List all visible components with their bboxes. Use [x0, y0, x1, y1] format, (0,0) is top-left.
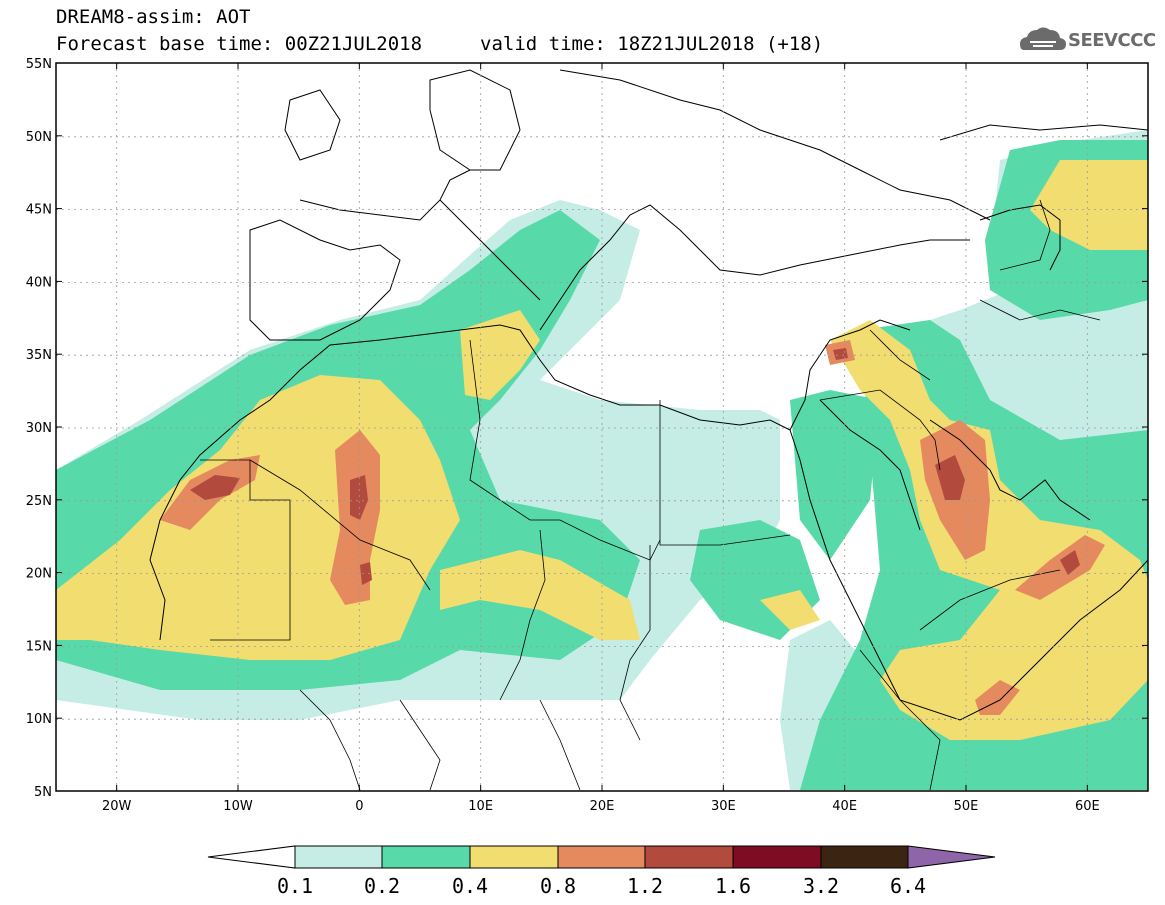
lat-label: 50N [26, 130, 52, 145]
colorbar-swatch-1 [294, 845, 383, 869]
colorbar-tick-label: 0.2 [364, 874, 400, 898]
axis-ticks [56, 62, 1148, 792]
lon-label: 20W [102, 799, 132, 814]
map-title: DREAM8-assim: AOT [56, 6, 251, 28]
colorbar-labels: 0.1 0.2 0.4 0.8 1.2 1.6 3.2 6.4 [277, 874, 926, 898]
lat-label: 10N [26, 712, 52, 727]
lat-label: 20N [26, 567, 52, 582]
lon-label: 60E [1075, 799, 1100, 814]
lon-label: 40E [832, 799, 857, 814]
latitude-labels: 55N 50N 45N 40N 35N 30N 25N 20N 15N 10N 5N [26, 57, 52, 800]
colorbar-swatch-3 [469, 845, 559, 869]
lon-label: 10E [468, 799, 493, 814]
lon-label: 30E [711, 799, 736, 814]
colorbar-tick-label: 0.1 [277, 874, 313, 898]
lat-label: 30N [26, 421, 52, 436]
grid-lines [56, 63, 1148, 791]
forecast-base-time: Forecast base time: 00Z21JUL2018 [56, 33, 423, 55]
colorbar-swatch-5 [644, 845, 734, 869]
colorbar-tick-label: 3.2 [803, 874, 839, 898]
lat-label: 35N [26, 348, 52, 363]
lat-label: 55N [26, 57, 52, 72]
colorbar-tick-label: 6.4 [890, 874, 926, 898]
colorbar-swatch-4 [557, 845, 646, 869]
lat-label: 45N [26, 203, 52, 218]
lat-label: 40N [26, 275, 52, 290]
colorbar-tick-label: 0.4 [452, 874, 488, 898]
colorbar-tick-label: 1.2 [627, 874, 663, 898]
colorbar-swatch-7 [820, 845, 909, 869]
valid-time: valid time: 18Z21JUL2018 (+18) [480, 33, 824, 55]
lat-label: 5N [34, 785, 52, 800]
colorbar-swatch-2 [381, 845, 471, 869]
lon-label: 50E [954, 799, 979, 814]
aot-band-1.2 [190, 348, 1080, 585]
aot-field [56, 130, 1148, 790]
colorbar-over-triangle [907, 845, 996, 869]
colorbar-under-triangle [207, 845, 296, 869]
lat-label: 15N [26, 639, 52, 654]
logo-text: SEEVCCC [1068, 30, 1156, 51]
cloud-logo-icon [1020, 27, 1066, 50]
longitude-labels: 20W 10W 0 10E 20E 30E 40E 50E 60E [102, 799, 1100, 814]
colorbar: 0.1 0.2 0.4 0.8 1.2 1.6 3.2 6.4 [207, 845, 996, 898]
lon-label: 20E [590, 799, 615, 814]
country-borders [200, 199, 1101, 791]
lat-label: 25N [26, 494, 52, 509]
lon-label: 0 [355, 799, 363, 814]
lon-label: 10W [223, 799, 253, 814]
colorbar-swatch-6 [732, 845, 822, 869]
colorbar-tick-label: 0.8 [540, 874, 576, 898]
colorbar-tick-label: 1.6 [715, 874, 751, 898]
